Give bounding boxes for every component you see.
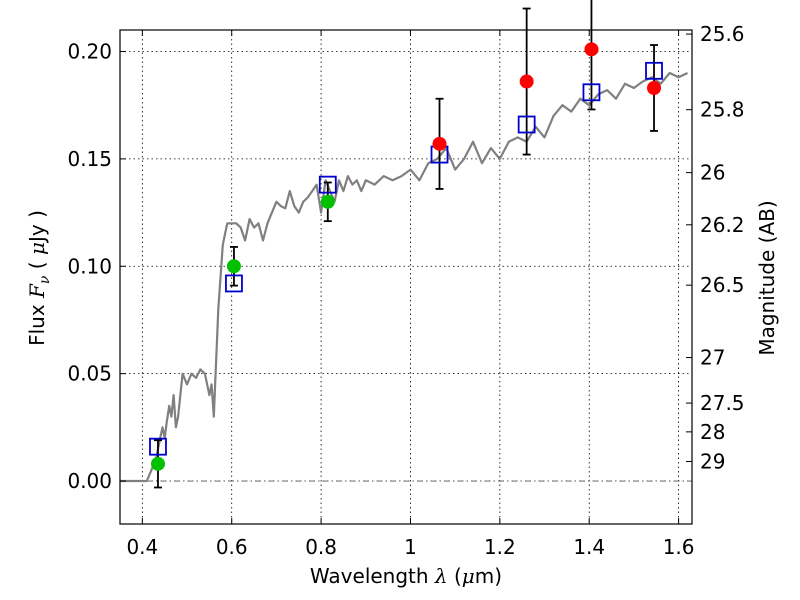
right-tick-label: 25.8 bbox=[700, 98, 745, 122]
right-tick-label: 26.2 bbox=[700, 213, 745, 237]
x-axis-label-symbol: λ bbox=[434, 564, 448, 588]
right-tick-labels: 25.6 25.8 26 26.2 26.5 27 27.5 28 29 bbox=[700, 22, 745, 473]
x-tick-label: 0.6 bbox=[216, 535, 248, 559]
right-tick-label: 27.5 bbox=[700, 391, 745, 415]
x-tick-label: 1.6 bbox=[663, 535, 695, 559]
x-axis-label-unit-open: ( bbox=[448, 564, 462, 588]
data-points bbox=[149, 42, 663, 471]
y-tick-label: 0.20 bbox=[67, 39, 112, 63]
x-tick-label: 1.2 bbox=[484, 535, 516, 559]
x-axis-label-unit-close: m) bbox=[475, 564, 502, 588]
grid-lines bbox=[120, 30, 692, 524]
red-point bbox=[584, 42, 599, 57]
x-tick-label: 0.4 bbox=[126, 535, 158, 559]
x-tick-label: 1.4 bbox=[573, 535, 605, 559]
green-point bbox=[320, 194, 335, 209]
green-point bbox=[150, 456, 165, 471]
y-axis-label-mu: μ bbox=[25, 242, 49, 255]
model-spectrum bbox=[120, 71, 688, 483]
y-tick-label: 0.15 bbox=[67, 147, 112, 171]
green-point bbox=[226, 259, 241, 274]
y-tick-labels: 0.00 0.05 0.10 0.15 0.20 bbox=[67, 39, 112, 493]
right-tick-label: 26.5 bbox=[700, 273, 745, 297]
y-axis-label-prefix: Flux bbox=[25, 298, 49, 346]
y-axis-label-sub: ν bbox=[37, 275, 53, 284]
x-tick-label: 1 bbox=[404, 535, 417, 559]
y-tick-label: 0.05 bbox=[67, 362, 112, 386]
y-tick-label: 0.00 bbox=[67, 469, 112, 493]
blue-square-point bbox=[225, 274, 243, 293]
red-point bbox=[647, 80, 662, 95]
blue-square-point bbox=[582, 83, 601, 102]
axis-ticks bbox=[120, 30, 692, 524]
x-axis-label: Wavelength λ (μm) bbox=[310, 564, 502, 588]
y-axis-label-symbol: F bbox=[25, 283, 49, 299]
y-tick-label: 0.10 bbox=[67, 254, 112, 278]
model-spectrum-line bbox=[120, 71, 688, 483]
blue-square-point bbox=[318, 175, 337, 194]
blue-square-point bbox=[645, 61, 663, 80]
x-tick-labels: 0.4 0.6 0.8 1 1.2 1.4 1.6 bbox=[126, 535, 694, 559]
y-axis-label-close: Jy ) bbox=[25, 210, 49, 244]
right-axis-label: Magnitude (AB) bbox=[755, 200, 779, 355]
x-axis-label-unit-mu: μ bbox=[462, 564, 475, 588]
red-point bbox=[432, 136, 447, 151]
error-bars bbox=[153, 0, 659, 489]
y-axis-label-open: ( bbox=[25, 255, 49, 276]
right-tick-label: 27 bbox=[700, 346, 725, 370]
x-tick-label: 0.8 bbox=[305, 535, 337, 559]
plot-frame bbox=[119, 29, 693, 525]
right-tick-label: 26 bbox=[700, 161, 725, 185]
right-tick-label: 25.6 bbox=[700, 22, 745, 46]
y-axis-label: Flux Fν ( μJy ) bbox=[25, 210, 53, 346]
red-point bbox=[519, 74, 534, 89]
blue-square-point bbox=[517, 115, 536, 134]
right-tick-label: 29 bbox=[700, 449, 725, 473]
blue-square-point bbox=[149, 437, 167, 456]
right-tick-label: 28 bbox=[700, 420, 725, 444]
x-axis-label-prefix: Wavelength bbox=[310, 564, 435, 588]
